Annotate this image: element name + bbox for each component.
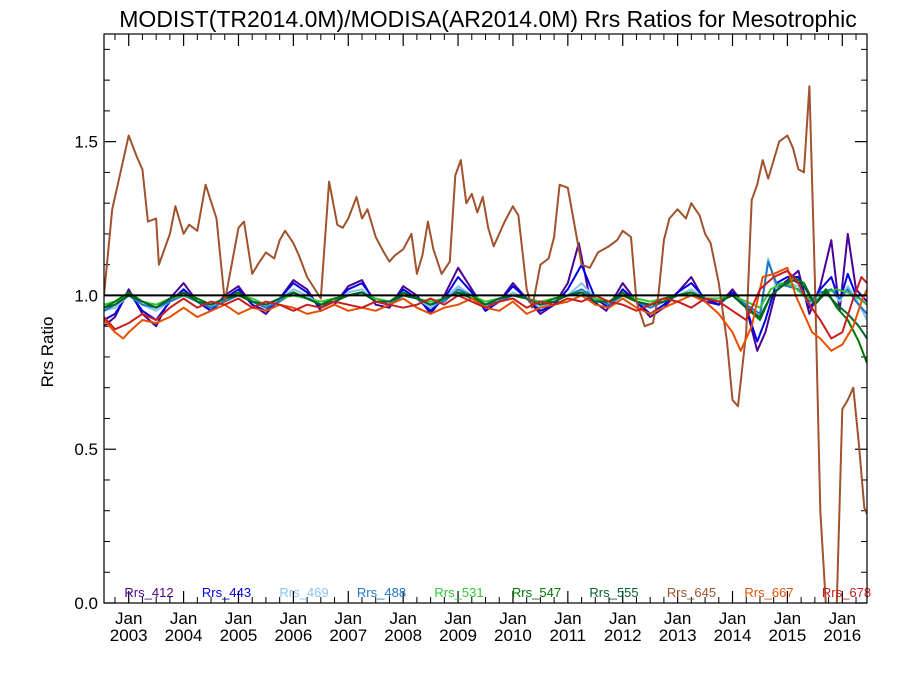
legend-item-rrs-469: Rrs_469 [279,585,328,600]
x-tick-label-year: 2009 [439,626,477,645]
x-tick-label-year: 2005 [220,626,258,645]
x-tick-label-year: 2013 [659,626,697,645]
legend-item-rrs-678: Rrs_678 [822,585,871,600]
x-tick-label-year: 2012 [604,626,642,645]
x-tick-label-month: Jan [444,609,471,628]
axis-ticks: 0.00.51.01.5Jan2003Jan2004Jan2005Jan2006… [74,34,867,645]
x-tick-label-year: 2010 [494,626,532,645]
x-tick-label-year: 2008 [384,626,422,645]
series-line-rrs-667 [104,266,867,352]
x-tick-label-month: Jan [829,609,856,628]
x-tick-label-month: Jan [280,609,307,628]
x-tick-label-year: 2004 [165,626,203,645]
x-tick-label-year: 2016 [823,626,861,645]
series-line-rrs-645 [104,85,867,603]
legend-item-rrs-531: Rrs_531 [434,585,483,600]
legend-item-rrs-667: Rrs_667 [744,585,793,600]
x-tick-label-year: 2014 [714,626,752,645]
series-line-rrs-555 [104,279,867,340]
plot-frame [103,33,868,604]
legend-item-rrs-488: Rrs_488 [357,585,406,600]
x-tick-label-month: Jan [554,609,581,628]
legend-item-rrs-412: Rrs_412 [124,585,173,600]
x-tick-label-year: 2011 [550,626,587,645]
series-lines [104,85,867,603]
x-tick-label-year: 2006 [274,626,312,645]
x-tick-label-month: Jan [774,609,801,628]
legend: Rrs_412 Rrs_443 Rrs_469 Rrs_488 Rrs_531 Rrs_5… [124,585,871,600]
series-line-rrs-412 [104,232,867,352]
legend-item-rrs-443: Rrs_443 [202,585,251,600]
x-tick-label-year: 2015 [768,626,806,645]
x-tick-label-month: Jan [609,609,636,628]
x-tick-label-month: Jan [664,609,691,628]
legend-item-rrs-555: Rrs_555 [589,585,638,600]
y-tick-label: 0.0 [74,594,98,613]
x-tick-label-month: Jan [115,609,142,628]
x-tick-label-month: Jan [335,609,362,628]
x-tick-label-year: 2003 [110,626,148,645]
x-tick-label-month: Jan [170,609,197,628]
y-axis-label: Rrs Ratio [38,317,57,388]
x-tick-label-year: 2007 [329,626,367,645]
series-line-rrs-678 [104,269,867,340]
chart-title: MODIST(TR2014.0M)/MODISA(AR2014.0M) Rrs … [119,6,856,32]
x-tick-label-month: Jan [389,609,416,628]
y-tick-label: 1.0 [74,286,98,305]
legend-item-rrs-547: Rrs_547 [512,585,561,600]
x-tick-label-month: Jan [719,609,746,628]
y-tick-label: 0.5 [74,440,98,459]
y-tick-label: 1.5 [74,133,98,152]
x-tick-label-month: Jan [225,609,252,628]
legend-item-rrs-645: Rrs_645 [667,585,716,600]
x-tick-label-month: Jan [499,609,526,628]
series-line-rrs-443 [104,263,867,343]
